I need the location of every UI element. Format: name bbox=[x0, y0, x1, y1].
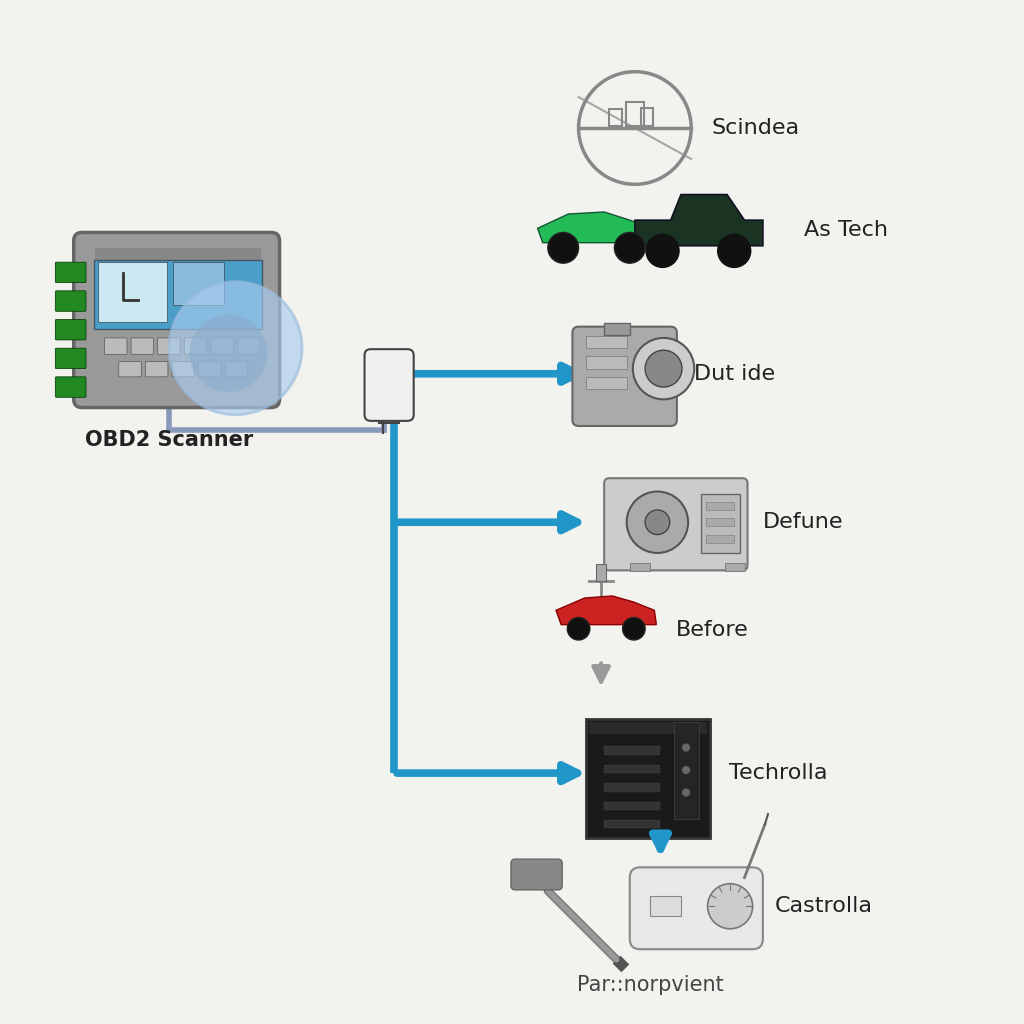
Bar bbox=[674, 722, 699, 819]
Text: OBD2 Scanner: OBD2 Scanner bbox=[85, 430, 253, 451]
Text: Par::norpvient: Par::norpvient bbox=[577, 975, 724, 995]
FancyBboxPatch shape bbox=[98, 262, 167, 322]
Bar bbox=[706, 518, 734, 526]
Bar bbox=[604, 820, 660, 828]
Bar bbox=[608, 110, 623, 126]
FancyBboxPatch shape bbox=[630, 867, 763, 949]
Bar bbox=[630, 563, 650, 571]
Circle shape bbox=[645, 510, 670, 535]
FancyBboxPatch shape bbox=[131, 338, 154, 354]
Circle shape bbox=[645, 350, 682, 387]
Circle shape bbox=[614, 232, 645, 263]
FancyBboxPatch shape bbox=[55, 262, 86, 283]
Circle shape bbox=[646, 234, 679, 267]
Circle shape bbox=[169, 282, 302, 415]
Circle shape bbox=[633, 338, 694, 399]
FancyBboxPatch shape bbox=[604, 478, 748, 570]
Bar bbox=[706, 502, 734, 510]
FancyBboxPatch shape bbox=[55, 319, 86, 340]
Bar bbox=[604, 802, 660, 810]
Circle shape bbox=[708, 884, 753, 929]
FancyBboxPatch shape bbox=[173, 262, 224, 305]
Circle shape bbox=[682, 788, 690, 797]
Circle shape bbox=[627, 492, 688, 553]
Bar bbox=[604, 746, 660, 755]
FancyBboxPatch shape bbox=[74, 232, 280, 408]
Bar bbox=[586, 377, 627, 389]
Circle shape bbox=[623, 617, 645, 640]
Text: As Tech: As Tech bbox=[804, 220, 888, 241]
Circle shape bbox=[682, 743, 690, 752]
FancyBboxPatch shape bbox=[586, 719, 710, 838]
Circle shape bbox=[718, 234, 751, 267]
Bar bbox=[604, 783, 660, 792]
Circle shape bbox=[189, 314, 267, 392]
FancyBboxPatch shape bbox=[211, 338, 233, 354]
Bar bbox=[626, 102, 644, 126]
FancyBboxPatch shape bbox=[199, 361, 221, 377]
FancyBboxPatch shape bbox=[365, 349, 414, 421]
Text: Before: Before bbox=[676, 620, 749, 640]
FancyBboxPatch shape bbox=[55, 377, 86, 397]
Circle shape bbox=[682, 766, 690, 774]
Text: Defune: Defune bbox=[763, 512, 844, 532]
Bar bbox=[604, 765, 660, 773]
Polygon shape bbox=[556, 596, 656, 625]
Bar bbox=[604, 323, 630, 335]
Bar bbox=[589, 722, 707, 734]
Text: Techrolla: Techrolla bbox=[729, 763, 827, 783]
Text: Scindea: Scindea bbox=[712, 118, 800, 138]
Bar bbox=[586, 356, 627, 369]
Bar bbox=[641, 108, 653, 126]
FancyBboxPatch shape bbox=[184, 338, 207, 354]
FancyBboxPatch shape bbox=[55, 348, 86, 369]
FancyBboxPatch shape bbox=[158, 338, 180, 354]
FancyBboxPatch shape bbox=[172, 361, 195, 377]
Bar bbox=[725, 563, 745, 571]
Bar bbox=[650, 896, 681, 916]
Polygon shape bbox=[538, 212, 655, 243]
Polygon shape bbox=[635, 195, 763, 246]
FancyBboxPatch shape bbox=[238, 338, 260, 354]
FancyBboxPatch shape bbox=[511, 859, 562, 890]
FancyBboxPatch shape bbox=[225, 361, 248, 377]
Bar bbox=[706, 535, 734, 543]
FancyBboxPatch shape bbox=[119, 361, 141, 377]
FancyBboxPatch shape bbox=[145, 361, 168, 377]
Text: Dut ide: Dut ide bbox=[694, 364, 775, 384]
Text: Castrolla: Castrolla bbox=[775, 896, 873, 916]
FancyBboxPatch shape bbox=[572, 327, 677, 426]
Bar bbox=[701, 494, 740, 553]
Circle shape bbox=[548, 232, 579, 263]
Bar bbox=[95, 248, 261, 266]
FancyBboxPatch shape bbox=[104, 338, 127, 354]
FancyBboxPatch shape bbox=[94, 260, 262, 329]
Circle shape bbox=[567, 617, 590, 640]
FancyBboxPatch shape bbox=[55, 291, 86, 311]
Bar bbox=[596, 564, 606, 581]
Bar bbox=[586, 336, 627, 348]
